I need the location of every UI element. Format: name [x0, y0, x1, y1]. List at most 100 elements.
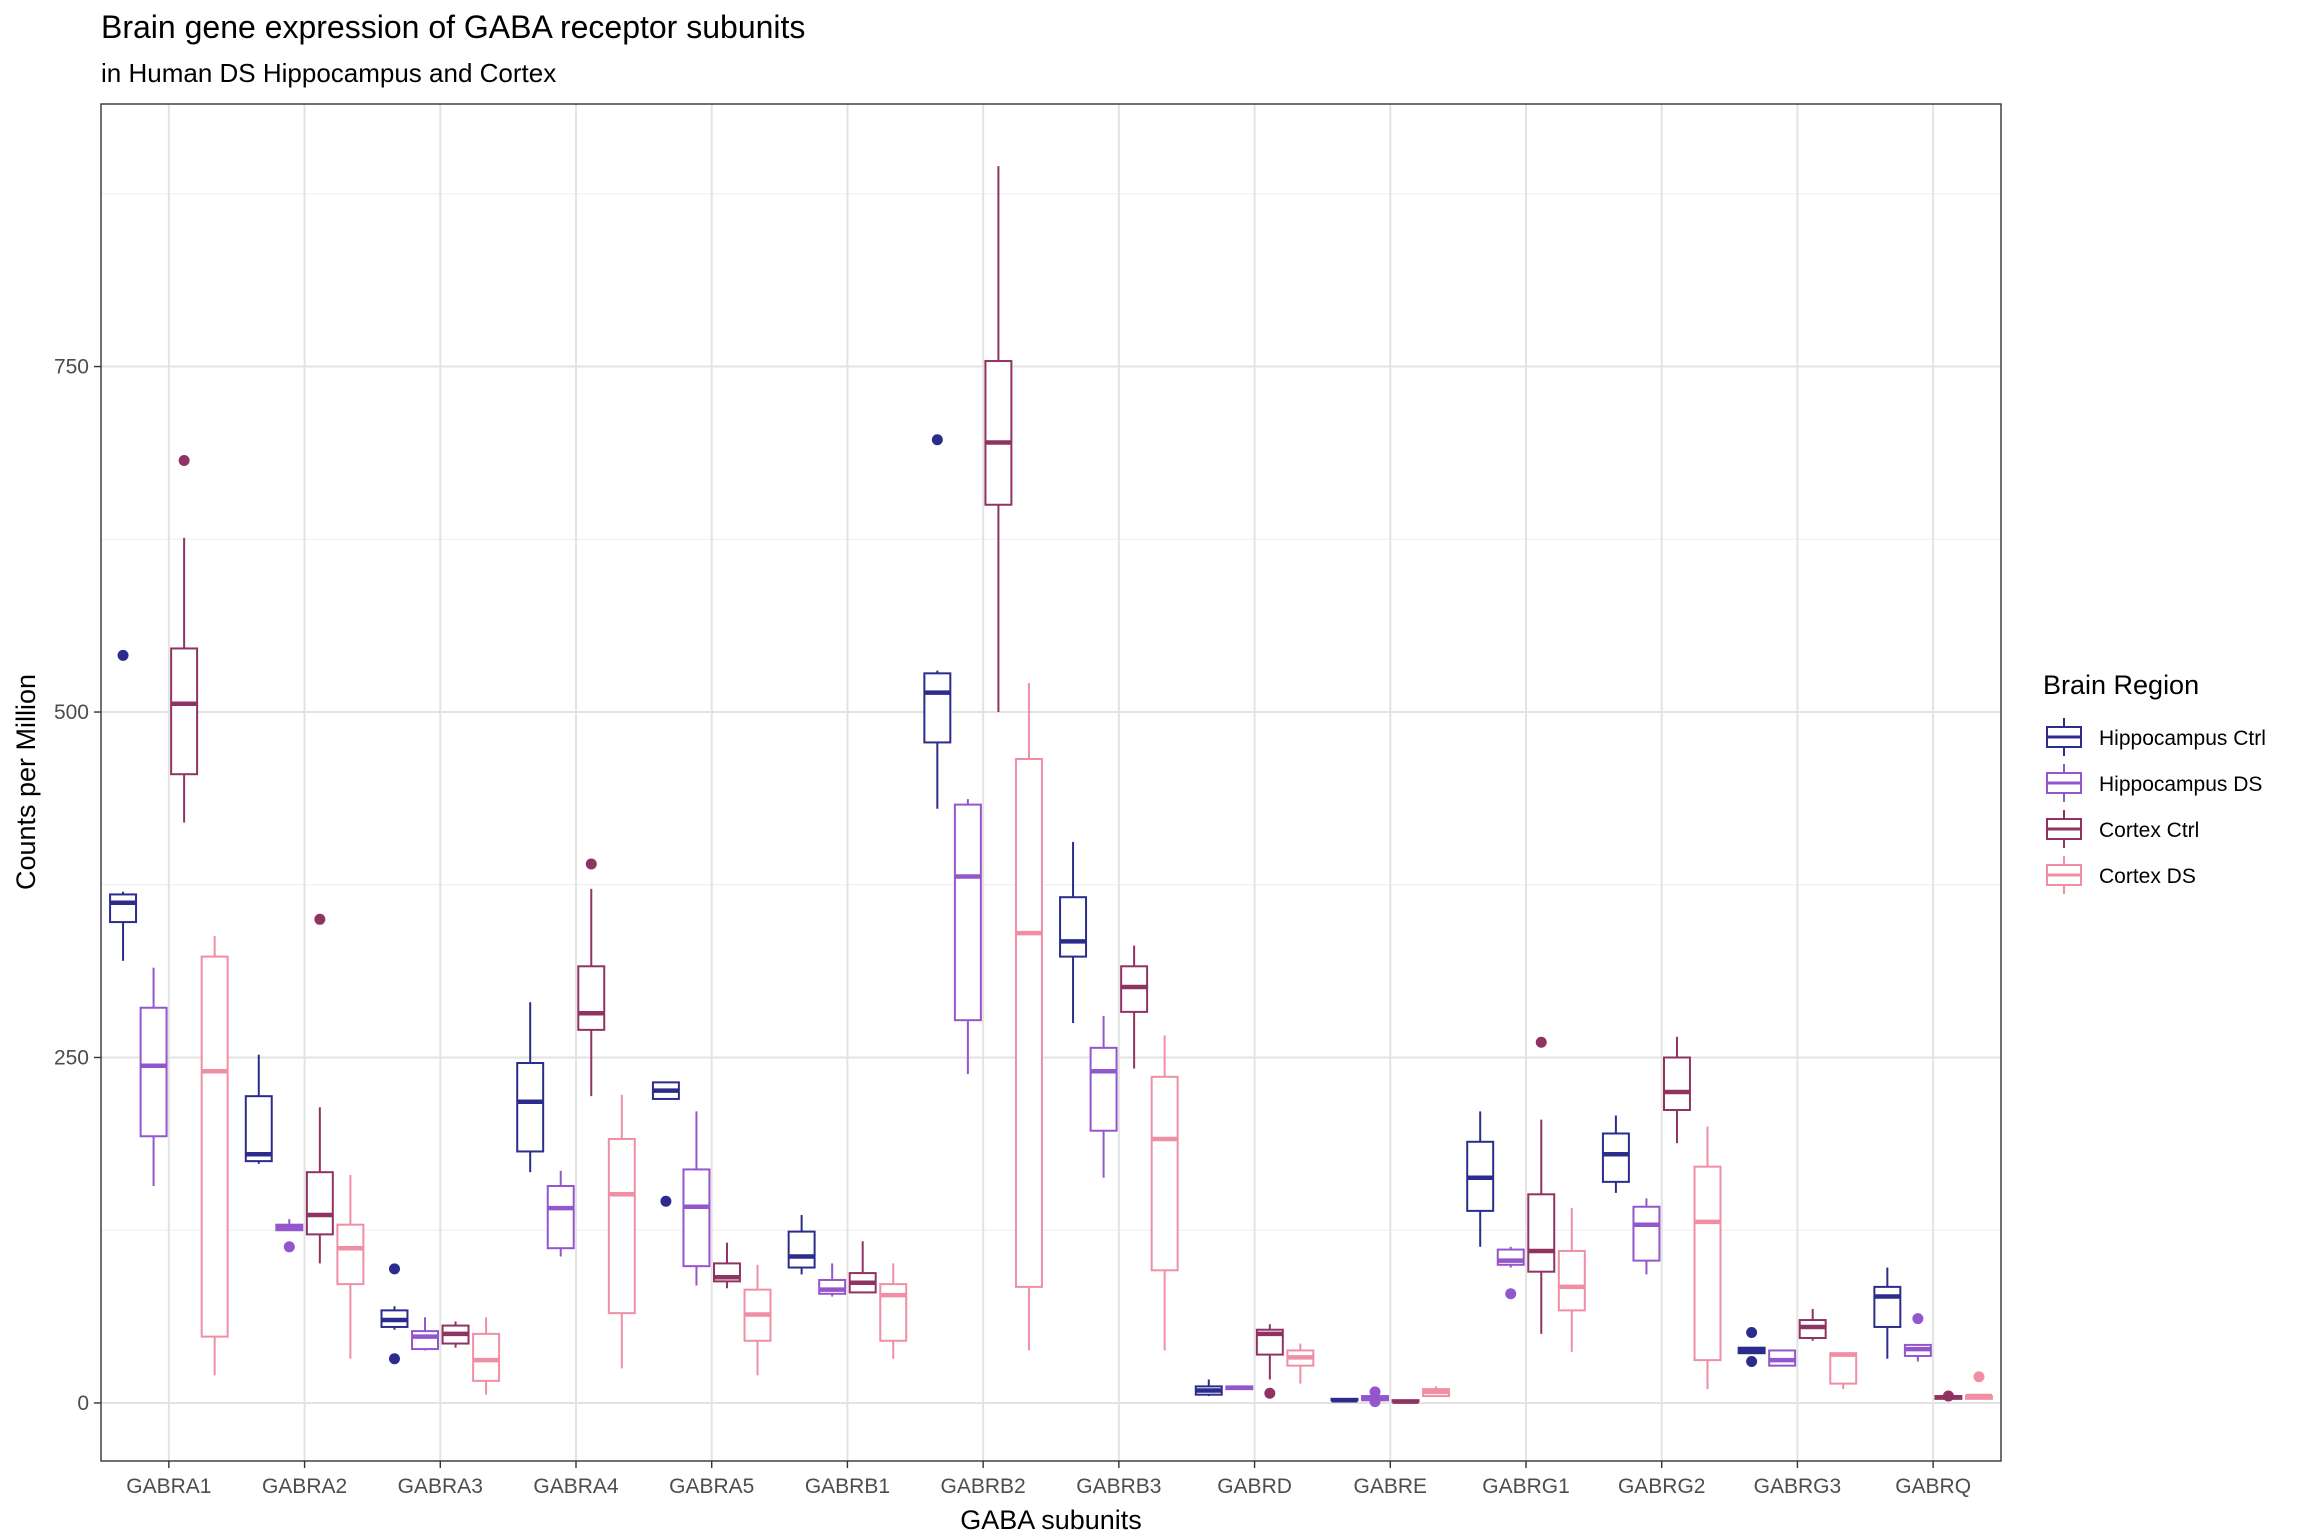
- chart-subtitle: in Human DS Hippocampus and Cortex: [101, 58, 556, 88]
- box-plot: [1934, 1390, 1963, 1402]
- box-plot: [546, 1170, 575, 1257]
- box-plot: [651, 1081, 680, 1207]
- box-iqr: [1829, 1352, 1858, 1385]
- box-plot: [1194, 1379, 1223, 1397]
- box-plot: [953, 799, 982, 1075]
- box-plot: [411, 1317, 439, 1351]
- y-axis-title: Counts per Million: [11, 674, 41, 890]
- outlier-point: [1369, 1386, 1381, 1398]
- box-plot: [1964, 1371, 1993, 1400]
- x-tick-label: GABRA4: [533, 1475, 619, 1498]
- box-iqr: [411, 1330, 439, 1351]
- box-plot: [1422, 1386, 1451, 1398]
- box-iqr: [472, 1332, 501, 1382]
- box-iqr: [1014, 758, 1043, 1288]
- x-tick-label: GABRB2: [941, 1475, 1026, 1498]
- series-cortex-ctrl: [170, 166, 1963, 1404]
- box-plot: [1059, 841, 1088, 1023]
- box-iqr: [953, 803, 982, 1022]
- box-plot: [1225, 1385, 1254, 1391]
- box-plot: [1361, 1386, 1389, 1408]
- box-iqr: [1693, 1165, 1722, 1362]
- x-axis-title: GABA subunits: [960, 1505, 1142, 1535]
- x-tick-label: GABRA5: [669, 1475, 754, 1498]
- box-plot: [1330, 1397, 1359, 1403]
- outlier-point: [388, 1263, 400, 1275]
- box-iqr: [546, 1185, 575, 1250]
- box-plot: [1089, 1016, 1118, 1178]
- x-tick-label: GABRQ: [1895, 1475, 1971, 1498]
- series-cortex-ds: [200, 683, 1993, 1400]
- box-plot: [1601, 1115, 1630, 1193]
- legend-item: Hippocampus Ctrl: [2046, 718, 2266, 756]
- box-iqr: [1601, 1132, 1630, 1183]
- plot-panel-border: [100, 103, 2002, 1462]
- x-tick-label: GABRD: [1217, 1475, 1292, 1498]
- box-iqr: [577, 965, 606, 1031]
- outlier-point: [1746, 1356, 1758, 1368]
- x-tick-label: GABRA3: [398, 1475, 483, 1498]
- box-plot: [879, 1263, 908, 1359]
- outlier-point: [1535, 1036, 1547, 1048]
- box-plot: [1120, 945, 1149, 1069]
- box-iqr: [516, 1062, 545, 1153]
- x-tick-label: GABRG1: [1482, 1475, 1570, 1498]
- chart-title: Brain gene expression of GABA receptor s…: [101, 9, 805, 45]
- legend: Brain Region Hippocampus Ctrl Hippocampus…: [2043, 670, 2266, 894]
- box-iqr: [607, 1138, 636, 1315]
- box-iqr: [1663, 1056, 1691, 1112]
- box-plot: [1150, 1035, 1179, 1351]
- box-plot: [1286, 1343, 1315, 1384]
- box-plot: [818, 1263, 847, 1297]
- box-iqr: [1557, 1249, 1586, 1312]
- box-plot: [923, 434, 952, 809]
- box-iqr: [1089, 1046, 1118, 1132]
- box-plot: [1014, 683, 1043, 1351]
- box-plot: [1798, 1308, 1827, 1341]
- box-plot: [607, 1094, 636, 1369]
- box-iqr: [1059, 896, 1088, 958]
- outlier-point: [1264, 1387, 1276, 1399]
- box-iqr: [139, 1006, 168, 1138]
- outlier-point: [178, 455, 190, 467]
- box-plot: [1466, 1111, 1495, 1247]
- box-iqr: [984, 360, 1013, 506]
- box-plot: [441, 1321, 470, 1348]
- outlier-point: [283, 1241, 295, 1253]
- box-plot: [139, 967, 168, 1187]
- box-iqr: [923, 672, 952, 744]
- box-iqr: [879, 1283, 908, 1342]
- outlier-point: [388, 1353, 400, 1365]
- box-plot: [109, 649, 138, 961]
- box-plot: [380, 1263, 409, 1365]
- plot-panel: [101, 104, 2001, 1461]
- box-plot: [848, 1241, 877, 1294]
- outlier-point: [117, 649, 129, 661]
- outlier-point: [585, 858, 597, 870]
- box-plot: [1873, 1267, 1902, 1359]
- outlier-point: [1505, 1288, 1517, 1300]
- y-axis: 0 250 500 750: [54, 356, 101, 1415]
- box-plot: [1693, 1126, 1722, 1390]
- box-plot: [516, 1002, 545, 1173]
- box-plot: [713, 1242, 741, 1289]
- grid-lines: [101, 104, 2001, 1461]
- outlier-point: [1746, 1326, 1758, 1338]
- outlier-point: [1942, 1390, 1954, 1402]
- box-plot: [743, 1264, 772, 1376]
- legend-label: Cortex Ctrl: [2099, 819, 2199, 842]
- box-iqr: [200, 955, 229, 1338]
- x-tick-label: GABRG2: [1618, 1475, 1706, 1498]
- box-iqr: [1873, 1285, 1902, 1328]
- x-tick-label: GABRE: [1354, 1475, 1428, 1498]
- y-tick-label: 250: [54, 1046, 89, 1069]
- x-tick-label: GABRB3: [1076, 1475, 1161, 1498]
- box-plot-layer: [109, 166, 1993, 1408]
- box-iqr: [1632, 1205, 1661, 1262]
- box-plot: [336, 1174, 365, 1359]
- box-iqr: [170, 647, 199, 776]
- box-iqr: [109, 893, 138, 924]
- outlier-point: [660, 1195, 672, 1207]
- box-iqr: [787, 1230, 816, 1269]
- box-plot: [984, 166, 1013, 713]
